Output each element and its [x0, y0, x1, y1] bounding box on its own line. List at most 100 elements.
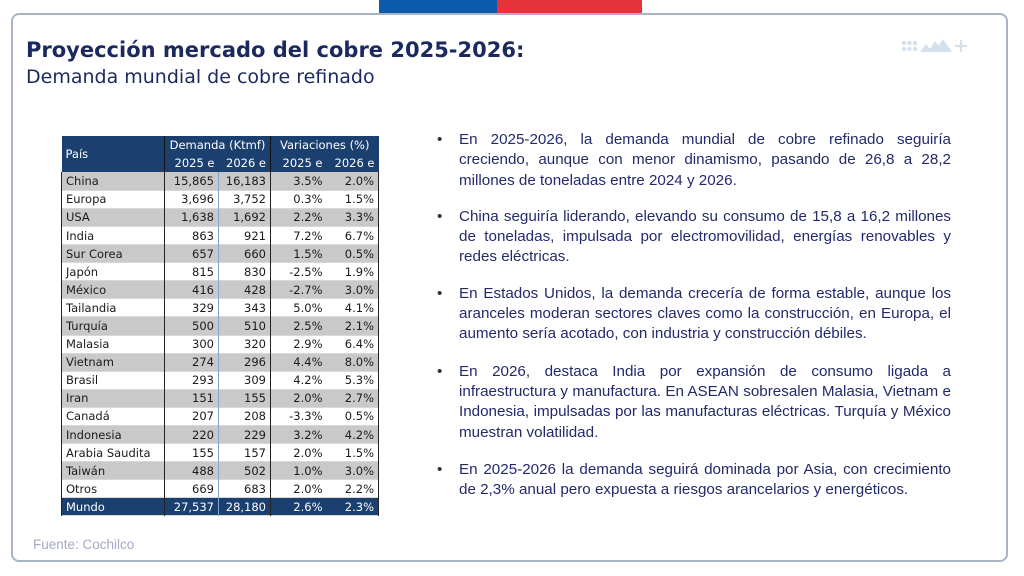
- cell-demand-2025: 293: [164, 371, 219, 390]
- cell-demand-2025: 669: [164, 479, 219, 498]
- cell-demand-2026: 16,183: [218, 172, 271, 191]
- header-demand-2025: 2025 e: [164, 154, 219, 173]
- cell-demand-2025: 488: [164, 461, 219, 480]
- bullet-icon: •: [437, 207, 443, 225]
- cell-demand-2025: 863: [164, 226, 219, 245]
- cell-variation-2026: 8.0%: [326, 353, 379, 372]
- source-note: Fuente: Cochilco: [33, 537, 135, 552]
- cell-country: Sur Corea: [61, 244, 165, 263]
- cell-variation-2025: 1.5%: [270, 244, 327, 263]
- header-demand-group: Demanda (Ktmf): [164, 136, 271, 155]
- table-header-row-1: País Demanda (Ktmf) Variaciones (%): [61, 136, 379, 173]
- header-variation-group: Variaciones (%): [270, 136, 379, 155]
- cell-demand-2026: 830: [218, 262, 271, 281]
- cell-demand-2025: 300: [164, 335, 219, 354]
- table-row: Canadá 207 208 -3.3% 0.5%: [61, 407, 379, 426]
- cell-demand-2025: 151: [164, 389, 219, 408]
- cell-variation-2025: 2.0%: [270, 443, 327, 462]
- cell-variation-2026: 6.7%: [326, 226, 379, 245]
- page-subtitle: Demanda mundial de cobre refinado: [26, 66, 375, 88]
- cell-variation-2025: -3.3%: [270, 407, 327, 426]
- bullet-list: • En 2025-2026, la demanda mundial de co…: [437, 130, 951, 514]
- table-row: Europa 3,696 3,752 0.3% 1.5%: [61, 190, 379, 209]
- cell-country: Tailandia: [61, 298, 165, 317]
- cell-variation-2025: 2.9%: [270, 335, 327, 354]
- cell-variation-2025: 7.2%: [270, 226, 327, 245]
- cell-demand-2026: 428: [218, 280, 271, 299]
- cell-variation-2025: 1.0%: [270, 461, 327, 480]
- cell-country: Vietnam: [61, 353, 165, 372]
- table-row: Tailandia 329 343 5.0% 4.1%: [61, 298, 379, 317]
- cell-variation-2026: 2.7%: [326, 389, 379, 408]
- cell-demand-2026: 1,692: [218, 208, 271, 227]
- cell-variation-2026: 3.0%: [326, 461, 379, 480]
- bullet-text: En 2025-2026, la demanda mundial de cobr…: [459, 131, 951, 189]
- header-variation-2025: 2025 e: [270, 154, 327, 173]
- cell-variation-2025: 2.5%: [270, 316, 327, 336]
- flag-red-stripe: [497, 0, 642, 13]
- bullet-text: China seguiría liderando, elevando su co…: [459, 207, 951, 266]
- cell-variation-2025: 3.2%: [270, 425, 327, 444]
- cell-variation-2025: 2.2%: [270, 208, 327, 227]
- cell-demand-2025: 1,638: [164, 208, 219, 227]
- table-row: India 863 921 7.2% 6.7%: [61, 226, 379, 245]
- cell-variation-2026: 3.3%: [326, 208, 379, 227]
- cell-country: Taiwán: [61, 461, 165, 480]
- bullet-icon: •: [437, 362, 443, 380]
- cell-country: Arabia Saudita: [61, 443, 165, 462]
- cell-variation-2025: 3.5%: [270, 172, 327, 191]
- bullet-item: • En 2025-2026, la demanda mundial de co…: [437, 130, 951, 191]
- cell-country: Japón: [61, 262, 165, 281]
- header-country: País: [61, 136, 165, 173]
- bullet-text: En 2026, destaca India por expansión de …: [459, 362, 951, 441]
- table-row: México 416 428 -2.7% 3.0%: [61, 280, 379, 299]
- table-row: USA 1,638 1,692 2.2% 3.3%: [61, 208, 379, 227]
- table-row: Japón 815 830 -2.5% 1.9%: [61, 262, 379, 281]
- cell-demand-2025: 274: [164, 353, 219, 372]
- cell-demand-2026: 28,180: [218, 497, 271, 516]
- cell-country: México: [61, 280, 165, 299]
- cell-variation-2025: -2.7%: [270, 280, 327, 299]
- bullet-icon: •: [437, 131, 443, 148]
- table-row: Malasia 300 320 2.9% 6.4%: [61, 335, 379, 354]
- cell-demand-2026: 502: [218, 461, 271, 480]
- cell-variation-2025: 0.3%: [270, 190, 327, 209]
- cell-country: Malasia: [61, 335, 165, 354]
- cell-country: Canadá: [61, 407, 165, 426]
- cell-demand-2026: 683: [218, 479, 271, 498]
- cell-variation-2025: 4.4%: [270, 353, 327, 372]
- flag-bar: [379, 0, 642, 13]
- cell-demand-2026: 343: [218, 298, 271, 317]
- cell-demand-2026: 296: [218, 353, 271, 372]
- bullet-item: • China seguiría liderando, elevando su …: [437, 207, 951, 268]
- cell-variation-2026: 2.0%: [326, 172, 379, 191]
- cell-demand-2025: 220: [164, 425, 219, 444]
- flag-blue-stripe: [379, 0, 497, 13]
- cell-variation-2026: 2.3%: [326, 497, 379, 516]
- brand-mountains-icon: [901, 39, 967, 52]
- bullet-text: En Estados Unidos, la demanda crecería d…: [459, 284, 951, 343]
- bullet-item: • En Estados Unidos, la demanda crecería…: [437, 284, 951, 345]
- cell-demand-2026: 660: [218, 244, 271, 263]
- table-row: Brasil 293 309 4.2% 5.3%: [61, 371, 379, 390]
- cell-variation-2025: 2.0%: [270, 389, 327, 408]
- cell-demand-2026: 208: [218, 407, 271, 426]
- cell-demand-2025: 815: [164, 262, 219, 281]
- table-total-row: Mundo 27,537 28,180 2.6% 2.3%: [61, 497, 379, 516]
- bullet-item: • En 2025-2026 la demanda seguirá domina…: [437, 460, 951, 501]
- cell-country: Iran: [61, 389, 165, 408]
- cell-variation-2025: -2.5%: [270, 262, 327, 281]
- cell-variation-2026: 4.2%: [326, 425, 379, 444]
- bullet-icon: •: [437, 284, 443, 302]
- cell-variation-2026: 2.1%: [326, 316, 379, 336]
- bullet-text: En 2025-2026 la demanda seguirá dominada…: [459, 460, 951, 499]
- cell-country: Turquía: [61, 316, 165, 336]
- cell-variation-2026: 3.0%: [326, 280, 379, 299]
- table-row: China 15,865 16,183 3.5% 2.0%: [61, 172, 379, 191]
- cell-variation-2026: 0.5%: [326, 407, 379, 426]
- cell-demand-2025: 500: [164, 316, 219, 336]
- bullet-item: • En 2026, destaca India por expansión d…: [437, 362, 951, 443]
- table-row: Taiwán 488 502 1.0% 3.0%: [61, 461, 379, 480]
- page-title: Proyección mercado del cobre 2025-2026:: [26, 38, 525, 62]
- cell-variation-2025: 5.0%: [270, 298, 327, 317]
